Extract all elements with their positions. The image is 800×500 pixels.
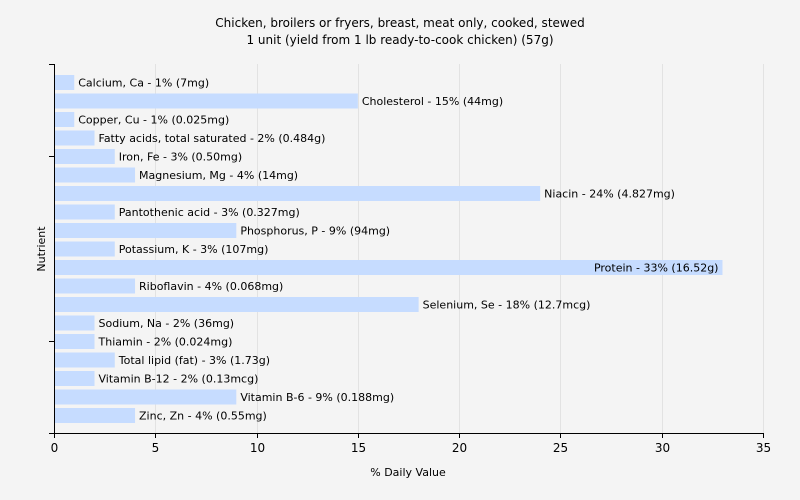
bar-11 xyxy=(55,278,136,294)
bar-17 xyxy=(55,389,237,405)
bar-1 xyxy=(55,93,358,109)
bar-12 xyxy=(55,297,419,312)
bar-label-7: Pantothenic acid - 3% (0.327mg) xyxy=(119,206,300,219)
bar-label-4: Iron, Fe - 3% (0.50mg) xyxy=(119,151,242,164)
bar-14 xyxy=(55,334,95,349)
bar-5 xyxy=(55,167,136,183)
bar-4 xyxy=(55,149,115,164)
bar-2 xyxy=(55,112,75,127)
bar-label-13: Sodium, Na - 2% (36mg) xyxy=(99,317,235,330)
bar-3 xyxy=(55,130,95,146)
y-axis-title: Nutrient xyxy=(35,226,48,272)
bar-8 xyxy=(55,223,237,238)
bar-15 xyxy=(55,352,115,368)
bar-13 xyxy=(55,315,95,331)
chart-title: Chicken, broilers or fryers, breast, mea… xyxy=(215,16,584,30)
x-tick-label-2: 10 xyxy=(250,441,265,455)
x-tick-label-0: 0 xyxy=(51,441,59,455)
x-tick-label-4: 20 xyxy=(452,441,467,455)
bar-label-18: Zinc, Zn - 4% (0.55mg) xyxy=(139,410,267,423)
chart-subtitle: 1 unit (yield from 1 lb ready-to-cook ch… xyxy=(246,33,553,47)
bar-label-9: Potassium, K - 3% (107mg) xyxy=(119,243,269,256)
bar-label-6: Niacin - 24% (4.827mg) xyxy=(544,188,675,201)
x-tick-label-7: 35 xyxy=(756,441,771,455)
bar-label-14: Thiamin - 2% (0.024mg) xyxy=(98,336,233,349)
bar-6 xyxy=(55,186,541,201)
axes xyxy=(54,64,763,434)
bar-label-5: Magnesium, Mg - 4% (14mg) xyxy=(139,169,298,182)
bar-7 xyxy=(55,204,115,220)
x-axis-title: % Daily Value xyxy=(370,466,446,479)
bar-label-2: Copper, Cu - 1% (0.025mg) xyxy=(78,114,229,127)
x-tick-label-1: 5 xyxy=(152,441,160,455)
bar-18 xyxy=(55,408,136,423)
bar-label-10: Protein - 33% (16.52g) xyxy=(594,262,719,275)
bar-10 xyxy=(55,260,723,275)
bar-label-8: Phosphorus, P - 9% (94mg) xyxy=(240,225,390,238)
bar-label-0: Calcium, Ca - 1% (7mg) xyxy=(78,77,209,90)
x-tick-label-5: 25 xyxy=(553,441,568,455)
x-tick-label-6: 30 xyxy=(655,441,670,455)
x-axis-ticks: 0 5 10 15 20 25 30 35 xyxy=(49,64,771,455)
bar-label-1: Cholesterol - 15% (44mg) xyxy=(362,95,503,108)
bar-0 xyxy=(55,75,75,90)
bar-label-3: Fatty acids, total saturated - 2% (0.484… xyxy=(99,132,326,145)
bar-label-11: Riboflavin - 4% (0.068mg) xyxy=(139,280,283,293)
x-tick-label-3: 15 xyxy=(351,441,366,455)
bar-16 xyxy=(55,371,95,386)
bars: Calcium, Ca - 1% (7mg) Cholesterol - 15% … xyxy=(55,75,723,423)
grid-lines xyxy=(155,64,764,433)
bar-label-16: Vitamin B-12 - 2% (0.13mcg) xyxy=(99,373,259,386)
bar-label-17: Vitamin B-6 - 9% (0.188mg) xyxy=(240,391,394,404)
bar-9 xyxy=(55,241,115,257)
bar-label-15: Total lipid (fat) - 3% (1.73g) xyxy=(118,354,270,367)
bar-label-12: Selenium, Se - 18% (12.7mcg) xyxy=(423,299,591,312)
